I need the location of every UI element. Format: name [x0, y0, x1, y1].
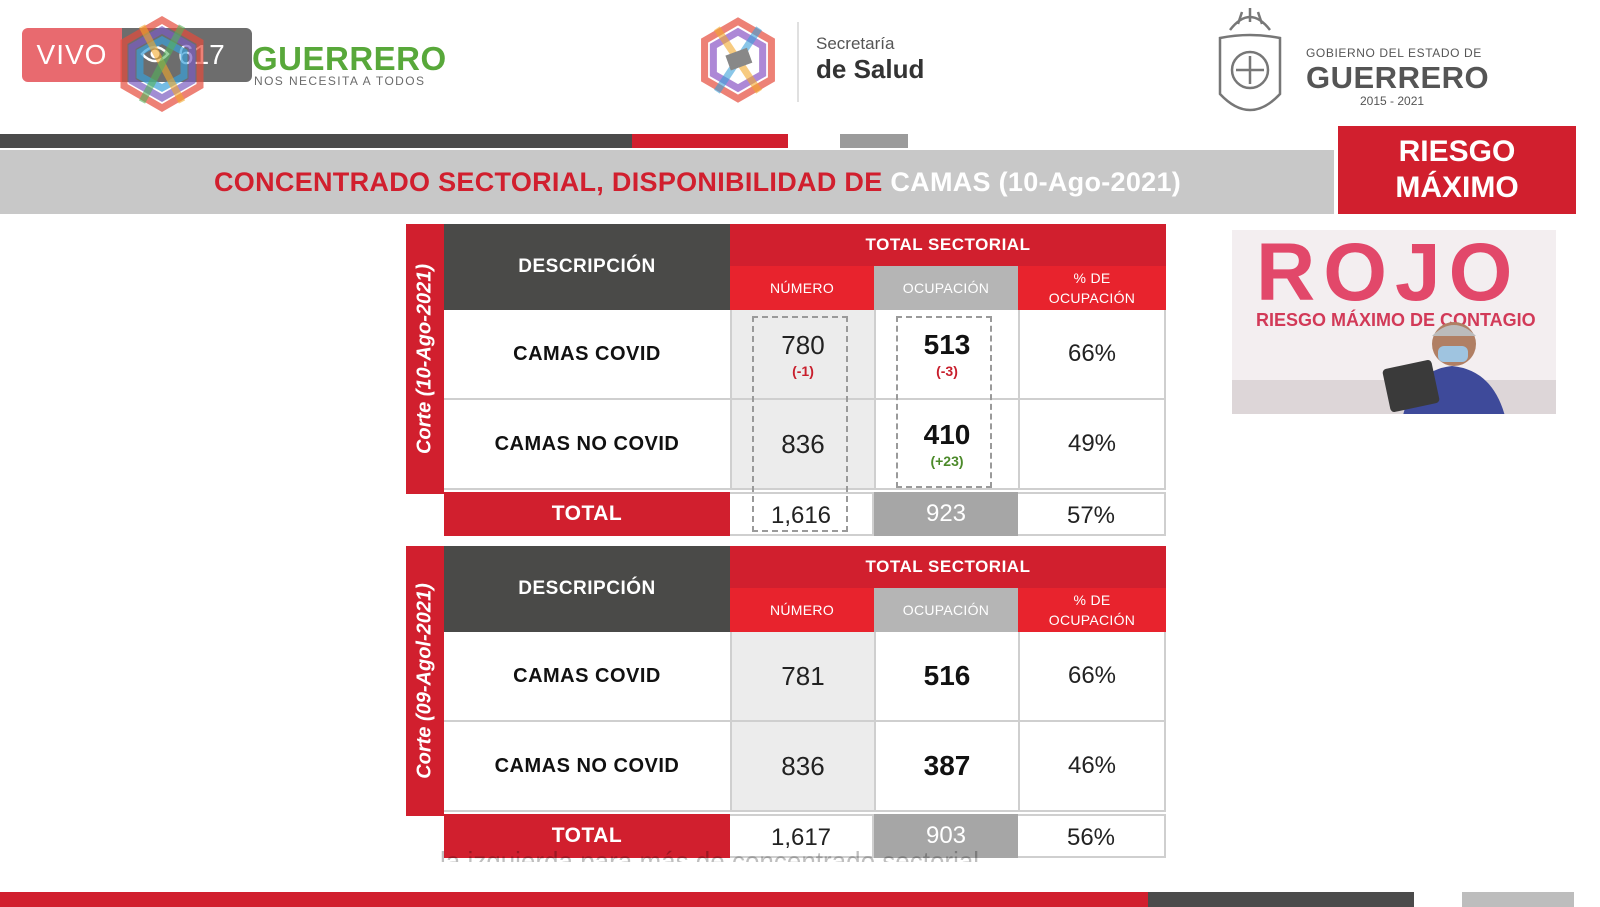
live-badge: VIVO [22, 28, 122, 82]
subtitle-caption: la izquierda para más de concentrado sec… [440, 846, 980, 862]
total-ocupacion: 903 [874, 814, 1018, 858]
total-pct: 56% [1018, 814, 1166, 858]
table-side-label: Corte (09-Agol-2021) [406, 546, 444, 816]
page-title-red: CONCENTRADO SECTORIAL, DISPONIBILIDAD DE [214, 167, 883, 197]
row-pct: 46% [1018, 722, 1166, 812]
row-numero: 836 [730, 400, 874, 490]
presenter-video[interactable]: ROJO RIESGO MÁXIMO DE CONTAGIO [1232, 230, 1556, 414]
header-numero: NÚMERO [730, 266, 874, 310]
title-band [0, 150, 1334, 214]
row-label: CAMAS COVID [444, 310, 730, 400]
header-pct-ocupacion: % DE OCUPACIÓN [1018, 266, 1166, 310]
beds-table-current: Corte (10-Ago-2021) DESCRIPCIÓN TOTAL SE… [406, 224, 1166, 540]
row-ocupacion: 516 [874, 632, 1018, 722]
row-numero: 780 (-1) [730, 310, 874, 400]
table-side-label: Corte (10-Ago-2021) [406, 224, 444, 494]
row-pct: 66% [1018, 632, 1166, 722]
risk-badge-line2: MÁXIMO [1395, 171, 1519, 204]
page-title-white: CAMAS (10-Ago-2021) [890, 167, 1182, 197]
total-label: TOTAL [444, 492, 730, 536]
header-descripcion: DESCRIPCIÓN [444, 546, 730, 632]
total-numero: 1,617 [730, 814, 874, 858]
footer-bar-gray [1462, 892, 1574, 907]
guerrero-logo-icon [112, 14, 212, 114]
decor-bar-gray [840, 134, 908, 148]
row-label: CAMAS COVID [444, 632, 730, 722]
header-ocupacion: OCUPACIÓN [874, 266, 1018, 310]
guerrero-logo-title: GUERRERO [252, 40, 447, 77]
video-banner-text: ROJO [1256, 230, 1521, 318]
total-numero: 1,616 [730, 492, 874, 536]
salud-logo-line1: Secretaría [816, 34, 895, 53]
gobierno-logo-line1: GOBIERNO DEL ESTADO DE [1306, 46, 1482, 60]
total-label: TOTAL [444, 814, 730, 858]
row-ocupacion: 513 (-3) [874, 310, 1018, 400]
header-descripcion: DESCRIPCIÓN [444, 224, 730, 310]
header-total-sectorial: TOTAL SECTORIAL [730, 224, 1166, 266]
row-numero: 781 [730, 632, 874, 722]
highlight-dashed-numero [752, 316, 848, 532]
ocupacion-delta: (-3) [936, 363, 958, 379]
video-strip-text: RIESGO MÁXIMO DE CONTAGIO [1256, 310, 1536, 330]
presenter-figure-icon [1382, 310, 1522, 414]
gobierno-logo-line2: GUERRERO [1306, 60, 1490, 95]
row-label: CAMAS NO COVID [444, 400, 730, 490]
decor-bar-red [632, 134, 788, 148]
risk-badge-line1: RIESGO [1398, 135, 1516, 168]
row-label: CAMAS NO COVID [444, 722, 730, 812]
footer-bar-red [0, 892, 1148, 907]
highlight-dashed-ocupacion [896, 316, 992, 488]
footer-bar-dark [1148, 892, 1414, 907]
risk-badge: RIESGO MÁXIMO [1338, 126, 1576, 214]
numero-delta: (-1) [792, 362, 814, 379]
salud-logo-line2: de Salud [816, 54, 925, 84]
total-ocupacion: 923 [874, 492, 1018, 536]
header-numero: NÚMERO [730, 588, 874, 632]
gobierno-logo-years: 2015 - 2021 [1360, 94, 1425, 108]
beds-table-previous: Corte (09-Agol-2021) DESCRIPCIÓN TOTAL S… [406, 546, 1166, 862]
salud-logo-icon [694, 16, 782, 104]
decor-bar-dark [0, 134, 632, 148]
row-pct: 66% [1018, 310, 1166, 400]
row-pct: 49% [1018, 400, 1166, 490]
header-ocupacion: OCUPACIÓN [874, 588, 1018, 632]
row-ocupacion: 387 [874, 722, 1018, 812]
row-numero: 836 [730, 722, 874, 812]
guerrero-logo-tagline: NOS NECESITA A TODOS [254, 74, 426, 88]
header-pct-ocupacion: % DE OCUPACIÓN [1018, 588, 1166, 632]
header-total-sectorial: TOTAL SECTORIAL [730, 546, 1166, 588]
state-seal-icon [1210, 4, 1290, 128]
page-title: CONCENTRADO SECTORIAL, DISPONIBILIDAD DE… [214, 150, 1181, 214]
ocupacion-delta: (+23) [930, 453, 964, 469]
total-pct: 57% [1018, 492, 1166, 536]
logo-divider [797, 22, 799, 102]
row-ocupacion: 410 (+23) [874, 400, 1018, 490]
